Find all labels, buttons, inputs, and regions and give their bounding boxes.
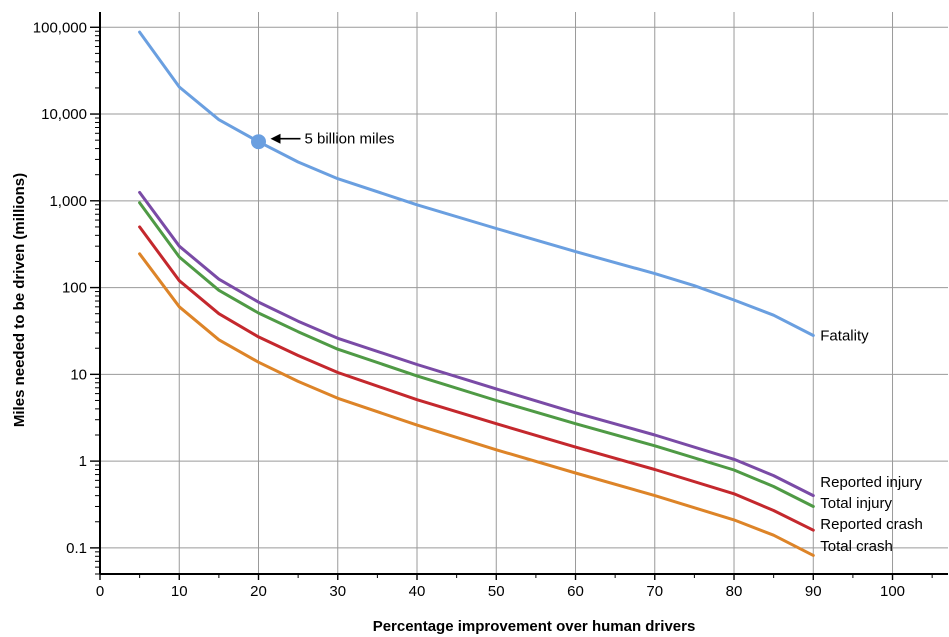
axes: Miles needed to be driven (millions) Per… <box>11 12 948 635</box>
series <box>138 30 815 557</box>
y-tick-label: 10,000 <box>41 106 87 123</box>
series-label-reported-crash: Reported crash <box>820 516 923 533</box>
y-tick-label: 1,000 <box>49 193 87 210</box>
grid <box>100 12 948 574</box>
x-tick-label: 90 <box>805 583 822 600</box>
x-tick-label: 70 <box>646 583 663 600</box>
x-tick-label: 100 <box>880 583 905 600</box>
y-tick-label: 1 <box>79 453 87 470</box>
y-tick-label: 10 <box>70 366 87 383</box>
x-tick-label: 10 <box>171 583 188 600</box>
x-tick-label: 0 <box>96 583 104 600</box>
y-tick-label: 100 <box>62 280 87 297</box>
y-tick-label: 0.1 <box>66 540 87 557</box>
series-line-reported-crash <box>138 225 815 532</box>
series-line-fatality <box>138 30 815 337</box>
annotations: 5 billion miles <box>251 131 395 150</box>
x-axis-title: Percentage improvement over human driver… <box>373 618 696 635</box>
series-label-reported-injury: Reported injury <box>820 474 922 491</box>
series-label-total-injury: Total injury <box>820 495 892 512</box>
series-line-total-crash <box>138 252 815 557</box>
x-tick-label: 20 <box>250 583 267 600</box>
series-label-fatality: Fatality <box>820 328 869 345</box>
annotation-label: 5 billion miles <box>305 131 395 148</box>
series-line-total-injury <box>138 201 815 508</box>
x-tick-label: 50 <box>488 583 505 600</box>
series-label-total-crash: Total crash <box>820 538 893 555</box>
annotation-arrowhead <box>270 133 281 144</box>
series-line-reported-injury <box>138 190 815 498</box>
annotation-point <box>251 134 267 150</box>
x-tick-label: 80 <box>726 583 743 600</box>
x-tick-label: 40 <box>409 583 426 600</box>
x-tick-label: 60 <box>567 583 584 600</box>
x-tick-label: 30 <box>329 583 346 600</box>
y-axis-title: Miles needed to be driven (millions) <box>11 173 28 427</box>
series-labels: Fatality Reported injury Total injury Repor… <box>820 328 923 555</box>
y-tick-label: 100,000 <box>33 19 87 36</box>
